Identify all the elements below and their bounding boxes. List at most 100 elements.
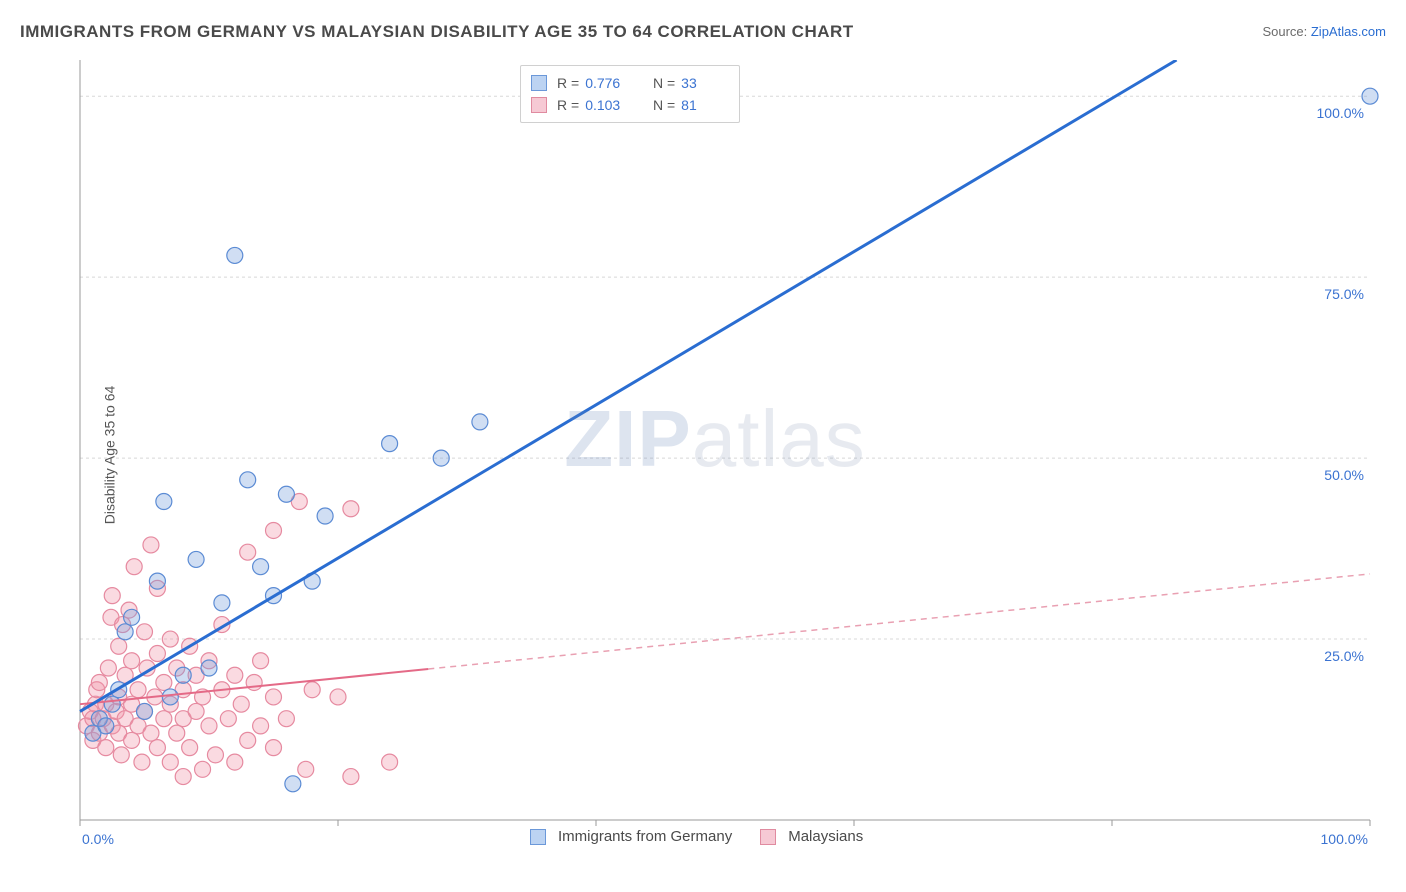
data-point-malaysians: [227, 667, 243, 683]
y-tick-label: 75.0%: [1324, 286, 1364, 302]
data-point-malaysians: [240, 732, 256, 748]
n-label: N =: [653, 94, 675, 116]
y-axis-label: Disability Age 35 to 64: [101, 386, 117, 525]
n-value-malaysians: 81: [681, 94, 729, 116]
scatter-chart: 25.0% 50.0% 75.0% 100.0% 0.0% 100.0%: [50, 60, 1380, 850]
y-tick-label: 100.0%: [1317, 105, 1364, 121]
data-point-malaysians: [100, 660, 116, 676]
data-point-malaysians: [156, 674, 172, 690]
r-value-germany: 0.776: [585, 72, 633, 94]
data-point-germany: [253, 559, 269, 575]
data-point-malaysians: [304, 682, 320, 698]
data-point-germany: [278, 486, 294, 502]
data-point-germany: [317, 508, 333, 524]
chart-container: Disability Age 35 to 64 ZIPatlas 25.0%50…: [50, 60, 1380, 850]
data-point-malaysians: [98, 740, 114, 756]
data-point-malaysians: [195, 761, 211, 777]
data-point-malaysians: [149, 646, 165, 662]
source-link[interactable]: ZipAtlas.com: [1311, 24, 1386, 39]
x-tick-label: 0.0%: [82, 831, 114, 847]
legend-swatch-germany: [530, 829, 546, 845]
data-point-malaysians: [104, 588, 120, 604]
legend-swatch-malaysians: [760, 829, 776, 845]
data-point-germany: [124, 609, 140, 625]
data-point-germany: [162, 689, 178, 705]
data-point-malaysians: [227, 754, 243, 770]
data-point-malaysians: [343, 769, 359, 785]
data-point-malaysians: [330, 689, 346, 705]
data-point-malaysians: [162, 754, 178, 770]
data-point-germany: [227, 247, 243, 263]
chart-title: IMMIGRANTS FROM GERMANY VS MALAYSIAN DIS…: [20, 22, 854, 42]
source-label: Source:: [1262, 24, 1310, 39]
data-point-malaysians: [113, 747, 129, 763]
data-point-malaysians: [91, 674, 107, 690]
data-point-germany: [214, 595, 230, 611]
legend-label-germany: Immigrants from Germany: [558, 828, 732, 845]
x-tick-label: 100.0%: [1321, 831, 1368, 847]
data-point-malaysians: [156, 711, 172, 727]
data-point-germany: [98, 718, 114, 734]
data-point-malaysians: [298, 761, 314, 777]
data-point-malaysians: [124, 732, 140, 748]
n-value-germany: 33: [681, 72, 729, 94]
data-point-malaysians: [240, 544, 256, 560]
legend-swatch-malaysians: [531, 97, 547, 113]
data-point-malaysians: [382, 754, 398, 770]
data-point-germany: [433, 450, 449, 466]
data-point-germany: [156, 494, 172, 510]
data-point-malaysians: [266, 522, 282, 538]
data-point-malaysians: [134, 754, 150, 770]
data-point-malaysians: [143, 725, 159, 741]
data-point-germany: [382, 436, 398, 452]
legend-label-malaysians: Malaysians: [788, 828, 863, 845]
trendline-malaysians-dashed: [428, 574, 1370, 669]
y-tick-label: 25.0%: [1324, 648, 1364, 664]
y-tick-label: 50.0%: [1324, 467, 1364, 483]
data-point-germany: [201, 660, 217, 676]
data-point-malaysians: [266, 689, 282, 705]
data-point-germany: [1362, 88, 1378, 104]
data-point-malaysians: [343, 501, 359, 517]
data-point-malaysians: [162, 631, 178, 647]
data-point-malaysians: [253, 653, 269, 669]
data-point-malaysians: [130, 682, 146, 698]
data-point-germany: [285, 776, 301, 792]
data-point-malaysians: [220, 711, 236, 727]
source-attribution: Source: ZipAtlas.com: [1262, 24, 1386, 39]
data-point-malaysians: [253, 718, 269, 734]
data-point-malaysians: [201, 718, 217, 734]
data-point-malaysians: [233, 696, 249, 712]
legend-swatch-germany: [531, 75, 547, 91]
data-point-malaysians: [266, 740, 282, 756]
legend-stat-row-malaysians: R = 0.103 N = 81: [531, 94, 729, 116]
data-point-malaysians: [149, 740, 165, 756]
data-point-germany: [104, 696, 120, 712]
legend-stat-row-germany: R = 0.776 N = 33: [531, 72, 729, 94]
r-label: R =: [557, 94, 579, 116]
data-point-malaysians: [124, 653, 140, 669]
r-label: R =: [557, 72, 579, 94]
data-point-malaysians: [182, 740, 198, 756]
data-point-germany: [240, 472, 256, 488]
data-point-germany: [472, 414, 488, 430]
correlation-legend: R = 0.776 N = 33R = 0.103 N = 81: [520, 65, 740, 123]
legend-item-malaysians[interactable]: Malaysians: [760, 828, 863, 845]
data-point-malaysians: [143, 537, 159, 553]
series-legend: Immigrants from Germany Malaysians: [530, 828, 863, 845]
data-point-malaysians: [126, 559, 142, 575]
data-point-germany: [117, 624, 133, 640]
data-point-malaysians: [188, 703, 204, 719]
r-value-malaysians: 0.103: [585, 94, 633, 116]
data-point-germany: [149, 573, 165, 589]
trendline-germany: [80, 60, 1177, 711]
data-point-germany: [175, 667, 191, 683]
data-point-malaysians: [111, 638, 127, 654]
data-point-malaysians: [207, 747, 223, 763]
data-point-malaysians: [169, 725, 185, 741]
n-label: N =: [653, 72, 675, 94]
legend-item-germany[interactable]: Immigrants from Germany: [530, 828, 732, 845]
data-point-malaysians: [175, 769, 191, 785]
data-point-germany: [188, 551, 204, 567]
data-point-germany: [137, 703, 153, 719]
